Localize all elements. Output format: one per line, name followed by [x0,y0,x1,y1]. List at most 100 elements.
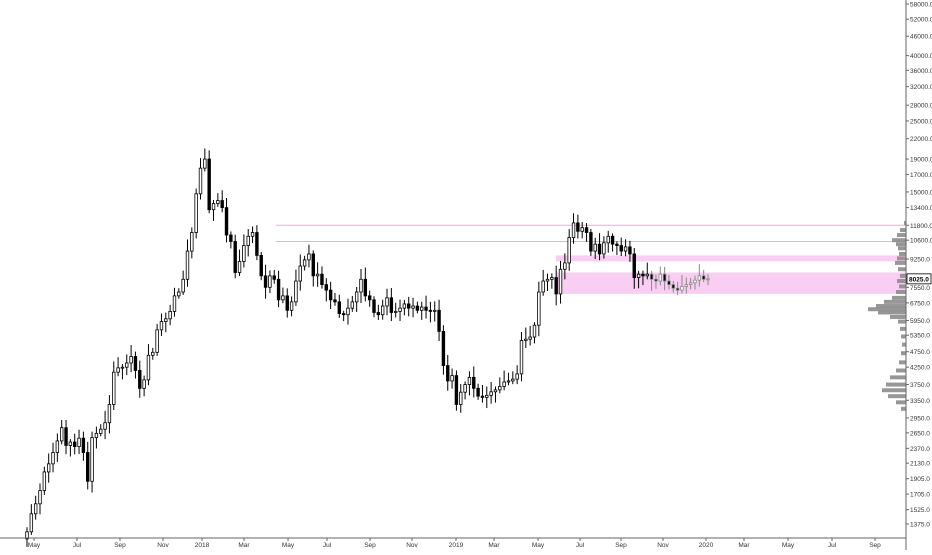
volume-profile-bar [897,233,906,238]
candle-body [276,278,281,301]
candle-body [441,330,446,366]
candle-body [433,309,437,312]
volume-profile-bar [876,304,906,309]
candle-body [632,253,636,278]
candle-body [116,367,120,373]
candle-body [684,284,689,287]
candle-body [363,278,368,297]
candle-body [90,437,94,482]
volume-profile-bar [901,334,906,339]
candle-body [472,376,476,389]
volume-profile-bar [896,290,906,295]
candle-body [454,375,459,405]
candle-body [77,437,81,447]
candle-body [380,305,385,316]
candle-body [389,297,394,313]
y-tick-label: 2370.0 [910,446,930,453]
candle-body [680,286,684,291]
candle-body [315,273,320,277]
volume-profile-bar [868,307,906,312]
volume-profile-bar [898,319,906,324]
candle-body [259,255,263,277]
candle-body [86,452,90,482]
candle-body [619,245,623,252]
candle-body [229,234,233,242]
zone-band [556,255,906,262]
x-tick-label: Sep [114,542,126,549]
candle-body [311,253,315,277]
candle-body [446,365,450,382]
candle-body [133,356,138,371]
volume-profile-bar [898,267,906,272]
candle-body [233,241,237,273]
candle-body [64,427,68,446]
volume-profile-bar [890,314,906,319]
candle-body [190,232,194,252]
volume-profile-bar [899,251,906,256]
candle-body [99,428,103,434]
candle-body [584,227,589,233]
candle-body [515,373,519,380]
y-tick-label: 40000.0 [910,53,932,60]
y-tick-label: 3750.0 [910,382,930,389]
candle-body [46,463,51,473]
y-tick-label: 52000.0 [910,17,932,24]
volume-profile-bar [898,246,906,251]
candle-body [528,336,532,340]
y-tick-label: 1525.0 [910,507,930,514]
candle-body [701,275,706,280]
candle-body [636,273,641,278]
candle-body [658,273,662,282]
candle-body [207,158,211,211]
candle-body [411,305,415,309]
candle-body [73,441,77,447]
candle-body [324,284,328,291]
candle-body [675,287,680,291]
candle-body [164,318,168,322]
x-tick-label: May [532,542,545,549]
candle-body [706,278,710,281]
candle-body [571,222,576,238]
x-tick-label: May [282,542,295,549]
candle-body [688,282,693,285]
volume-profile-bar [896,400,906,405]
candle-body [94,432,99,439]
y-tick-label: 9250.0 [910,257,930,264]
candle-body [302,259,307,267]
candle-body [307,253,311,261]
candle-body [138,370,142,389]
y-tick-label: 5350.0 [910,333,930,340]
candle-body [376,312,381,316]
candle-body [537,291,541,326]
candle-body [177,291,181,297]
candle-body [194,193,198,233]
candle-body [185,250,190,280]
candle-body [489,391,493,396]
candle-body [597,243,602,255]
candle-body [506,380,511,383]
y-tick-label: 10600.0 [910,238,932,245]
candle-body [341,313,346,316]
candle-body [354,291,359,303]
candle-body [602,242,606,255]
x-tick-label: Mar [738,542,750,549]
candle-body [359,278,363,293]
volume-profile-bar [892,238,906,243]
x-tick-label: Sep [869,542,881,549]
candle-body [294,280,298,303]
candle-body [641,273,645,277]
candle-body [420,306,424,311]
volume-profile-bar [896,368,906,373]
candle-body [120,366,125,369]
x-tick-label: Jul [576,542,585,549]
candle-body [25,531,29,540]
candle-body [567,237,571,264]
candle-body [532,324,537,338]
volume-profile-bar [904,220,906,225]
volume-profile-bar [884,299,906,304]
x-tick-label: 2020 [699,542,714,549]
candle-body [671,284,676,289]
candle-body [246,235,250,246]
